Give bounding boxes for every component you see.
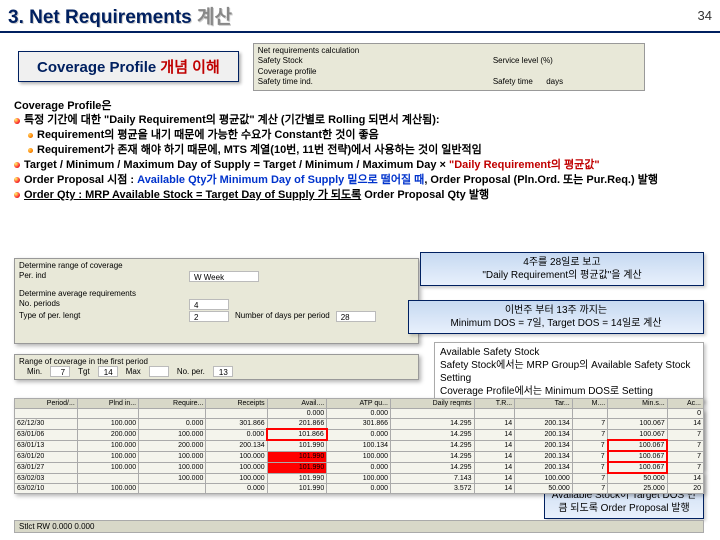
bullet-icon bbox=[14, 118, 20, 124]
sap-panel-net-req: Net requirements calculation Safety Stoc… bbox=[253, 43, 645, 91]
subheader-row: Coverage Profile 개념 이해 Net requirements … bbox=[18, 43, 720, 91]
sap-range-panel: Range of coverage in the first period Mi… bbox=[14, 354, 419, 380]
no-periods-field[interactable]: 4 bbox=[189, 299, 229, 310]
sap-settings-panel: Determine range of coverage Per. indW We… bbox=[14, 258, 419, 344]
subheader-box: Coverage Profile 개념 이해 bbox=[18, 51, 239, 82]
table-footer: Stlct RW 0.000 0.000 bbox=[14, 520, 704, 533]
callout-avg-calc: 4주를 28일로 보고 "Daily Requirement의 평균값"을 계산 bbox=[420, 252, 704, 286]
page-number: 34 bbox=[698, 8, 712, 23]
bullet-icon bbox=[28, 148, 33, 153]
bullet-icon bbox=[28, 133, 33, 138]
days-per-period-field[interactable]: 28 bbox=[336, 311, 376, 322]
page-header: 3. Net Requirements 계산 34 bbox=[0, 0, 720, 33]
bullet-icon bbox=[14, 162, 20, 168]
page-title: 3. Net Requirements 계산 bbox=[8, 2, 232, 29]
content-body: Coverage Profile은 특정 기간에 대한 "Daily Requi… bbox=[0, 99, 720, 203]
bullet-icon bbox=[14, 177, 20, 183]
mrp-table: Period/...Plnd in...Require...ReceiptsAv… bbox=[14, 398, 704, 494]
callout-dos: 이번주 부터 13주 까지는 Minimum DOS = 7일, Target … bbox=[408, 300, 704, 334]
bullet-icon bbox=[14, 192, 20, 198]
callout-safety-stock: Available Safety Stock Safety Stock에서는 M… bbox=[434, 342, 704, 402]
